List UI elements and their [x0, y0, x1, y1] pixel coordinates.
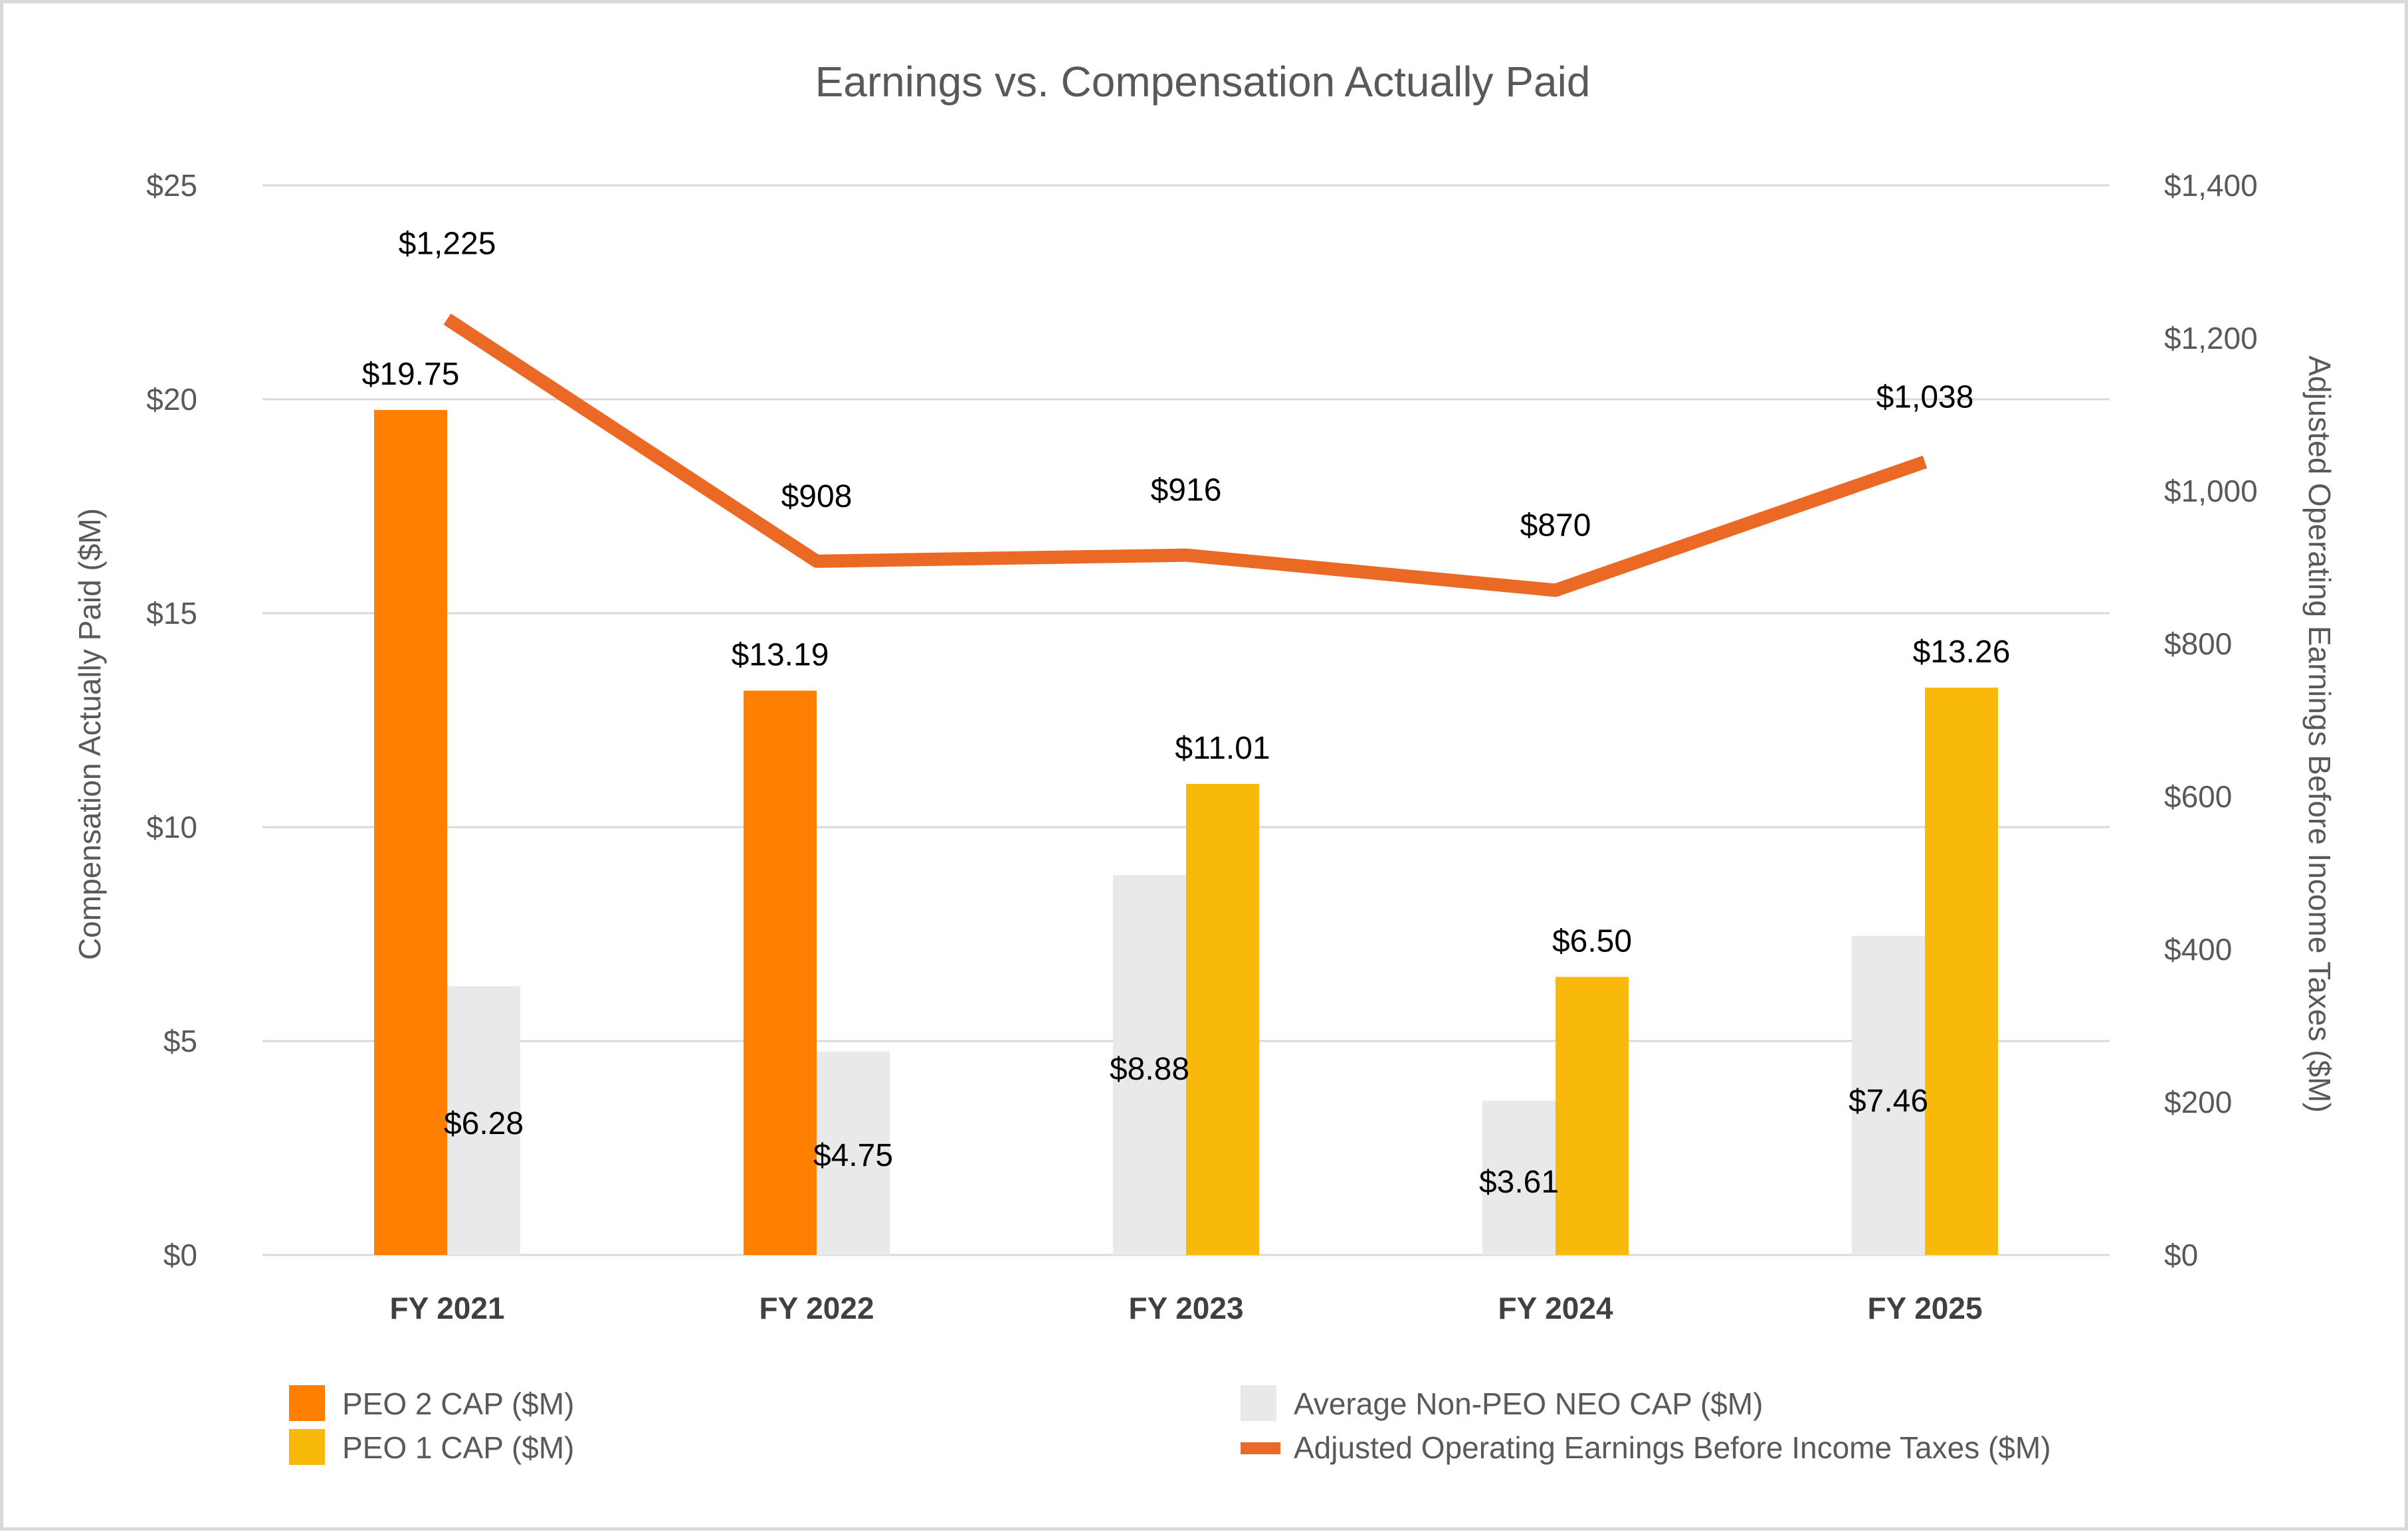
- data-label-peo1-cap: $6.50: [1552, 923, 1632, 959]
- category-label: FY 2025: [1867, 1291, 1982, 1325]
- chart-title: Earnings vs. Compensation Actually Paid: [815, 58, 1591, 106]
- bars: [374, 410, 1998, 1255]
- y-tick-label: $10: [146, 810, 197, 844]
- y2-tick-label: $600: [2164, 779, 2232, 814]
- category-label: FY 2023: [1128, 1291, 1243, 1325]
- bar-peo1-cap: [1925, 688, 1998, 1255]
- y2-axis-title: Adjusted Operating Earnings Before Incom…: [2302, 355, 2337, 1113]
- bar-peo2-cap: [374, 410, 447, 1255]
- legend-swatch: [1241, 1385, 1276, 1421]
- earnings-vs-cap-chart: Earnings vs. Compensation Actually Paid …: [72, 58, 2337, 1465]
- legend-label: PEO 1 CAP ($M): [342, 1430, 574, 1465]
- legend-swatch: [1241, 1442, 1280, 1454]
- legend-label: Adjusted Operating Earnings Before Incom…: [1294, 1430, 2051, 1465]
- y2-tick-label: $0: [2164, 1238, 2198, 1272]
- data-label-earnings: $1,225: [399, 226, 496, 261]
- y-tick-label: $25: [146, 168, 197, 203]
- y-tick-label: $5: [163, 1024, 197, 1058]
- category-label: FY 2021: [389, 1291, 504, 1325]
- data-label-earnings: $1,038: [1876, 379, 1974, 415]
- data-labels: $19.75 $13.19 $11.01 $6.50 $13.26 $6.28 $4.75 $…: [362, 226, 2011, 1200]
- y-tick-label: $15: [146, 596, 197, 630]
- y2-tick-label: $800: [2164, 626, 2232, 661]
- bar-avg-non-peo-neo-cap: [1113, 875, 1186, 1255]
- bar-avg-non-peo-neo-cap: [1482, 1100, 1555, 1255]
- data-label-avg-non-peo-neo-cap: $3.61: [1479, 1165, 1559, 1200]
- legend-label: PEO 2 CAP ($M): [342, 1387, 574, 1421]
- data-label-earnings: $916: [1151, 473, 1222, 508]
- bar-avg-non-peo-neo-cap: [447, 986, 520, 1255]
- data-label-peo1-cap: $13.26: [1913, 634, 2011, 670]
- y-tick-label: $0: [163, 1238, 197, 1272]
- y2-tick-label: $200: [2164, 1085, 2232, 1119]
- y-axis-ticks: $0 $5 $10 $15 $20 $25: [146, 168, 197, 1272]
- data-label-earnings: $870: [1520, 508, 1591, 543]
- earnings-line-path: [443, 313, 1928, 597]
- bar-avg-non-peo-neo-cap: [817, 1052, 890, 1255]
- y-axis-title: Compensation Actually Paid ($M): [72, 508, 107, 960]
- y2-tick-label: $400: [2164, 932, 2232, 967]
- earnings-line: [443, 313, 1928, 597]
- data-label-avg-non-peo-neo-cap: $4.75: [813, 1138, 893, 1173]
- data-label-peo2-cap: $19.75: [362, 357, 460, 392]
- bar-peo1-cap: [1186, 783, 1259, 1255]
- data-label-peo2-cap: $13.19: [732, 638, 829, 673]
- legend-swatch: [289, 1385, 325, 1421]
- category-labels: FY 2021 FY 2022 FY 2023 FY 2024 FY 2025: [389, 1291, 1982, 1325]
- category-label: FY 2022: [759, 1291, 874, 1325]
- data-label-avg-non-peo-neo-cap: $6.28: [444, 1106, 524, 1141]
- y-tick-label: $20: [146, 382, 197, 417]
- legend-swatch: [289, 1429, 325, 1465]
- y2-tick-label: $1,200: [2164, 321, 2258, 355]
- data-label-earnings: $908: [781, 479, 853, 514]
- legend: PEO 2 CAP ($M) PEO 1 CAP ($M) Average Non-…: [289, 1385, 2051, 1465]
- bar-peo2-cap: [744, 690, 817, 1255]
- y2-tick-label: $1,000: [2164, 474, 2258, 508]
- bar-peo1-cap: [1555, 977, 1629, 1255]
- data-label-avg-non-peo-neo-cap: $7.46: [1849, 1084, 1928, 1119]
- data-label-avg-non-peo-neo-cap: $8.88: [1110, 1052, 1189, 1087]
- legend-label: Average Non-PEO NEO CAP ($M): [1294, 1387, 1763, 1421]
- data-label-peo1-cap: $11.01: [1175, 731, 1270, 766]
- category-label: FY 2024: [1498, 1291, 1613, 1325]
- y2-tick-label: $1,400: [2164, 168, 2258, 203]
- bar-avg-non-peo-neo-cap: [1852, 935, 1925, 1255]
- y2-axis-ticks: $0 $200 $400 $600 $800 $1,000 $1,200 $1,400: [2164, 168, 2258, 1272]
